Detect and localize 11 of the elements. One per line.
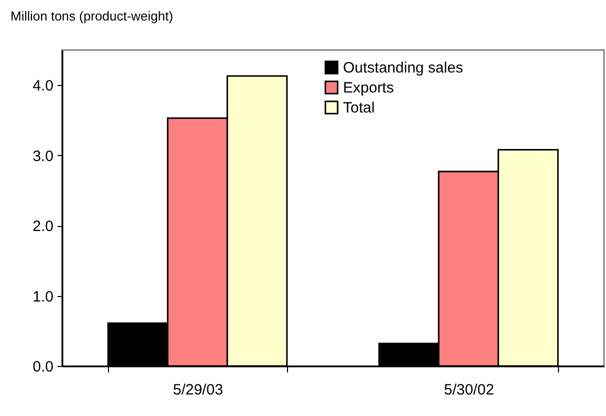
y-tick-label: 1.0	[32, 288, 54, 306]
y-tick-label: 2.0	[32, 218, 54, 236]
y-tick-label: 3.0	[32, 148, 54, 165]
y-tick-label: 0.0	[32, 358, 54, 376]
x-tick-label: 5/29/03	[172, 382, 224, 398]
x-tick-label: 5/30/02	[444, 382, 494, 398]
y-axis-title: Million tons (product-weight)	[10, 8, 174, 24]
y-tick-label: 4.0	[32, 78, 54, 95]
legend-label: Exports	[343, 80, 394, 96]
legend-label: Total	[343, 100, 375, 116]
legend-label: Outstanding sales	[343, 60, 464, 76]
